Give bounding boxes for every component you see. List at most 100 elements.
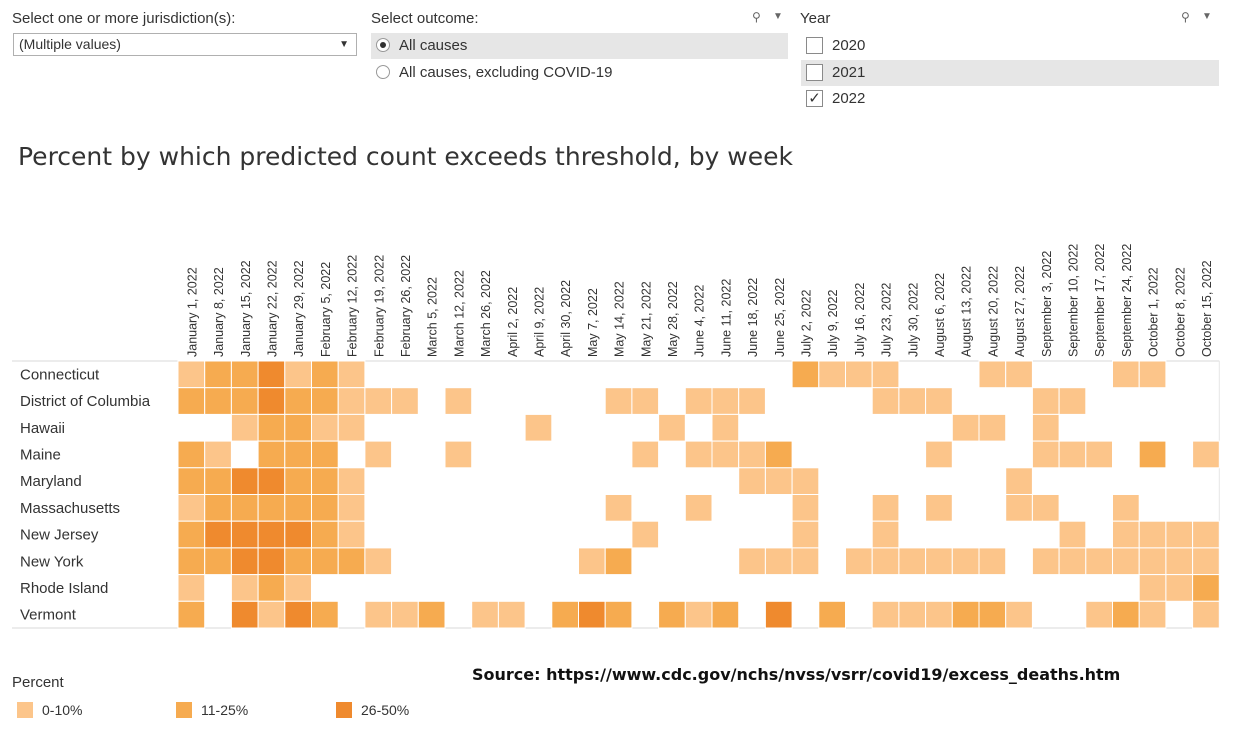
heatmap-cell[interactable] [257, 600, 286, 629]
heatmap-cell[interactable] [898, 600, 927, 629]
heatmap-cell[interactable] [257, 413, 286, 442]
outcome-option-all-causes[interactable]: All causes [371, 33, 788, 59]
outcome-option-excluding-covid[interactable]: All causes, excluding COVID-19 [371, 60, 788, 86]
heatmap-cell[interactable] [711, 413, 740, 442]
year-option-2022[interactable]: ✓ 2022 [801, 86, 1219, 112]
heatmap-cell[interactable] [337, 547, 366, 576]
heatmap-cell[interactable] [1192, 440, 1220, 469]
heatmap-cell[interactable] [230, 600, 259, 629]
heatmap-cell[interactable] [257, 360, 286, 389]
heatmap-cell[interactable] [257, 574, 286, 602]
heatmap-cell[interactable] [364, 387, 393, 415]
heatmap-cell[interactable] [791, 494, 820, 522]
heatmap-cell[interactable] [1138, 360, 1167, 389]
heatmap-cell[interactable] [337, 467, 366, 495]
outcome-search-icon[interactable]: ⚲ [752, 10, 761, 24]
heatmap-cell[interactable] [978, 360, 1007, 389]
heatmap-cell[interactable] [177, 520, 206, 549]
heatmap-cell[interactable] [1192, 600, 1220, 629]
heatmap-cell[interactable] [444, 440, 473, 469]
heatmap-cell[interactable] [1058, 387, 1087, 415]
heatmap-cell[interactable] [257, 440, 286, 469]
heatmap-cell[interactable] [1058, 440, 1087, 469]
heatmap-cell[interactable] [284, 440, 312, 469]
heatmap-cell[interactable] [764, 467, 793, 495]
heatmap-cell[interactable] [604, 600, 633, 629]
heatmap-cell[interactable] [1112, 520, 1140, 549]
heatmap-cell[interactable] [951, 413, 980, 442]
heatmap-cell[interactable] [738, 440, 766, 469]
heatmap-cell[interactable] [818, 360, 846, 389]
heatmap-cell[interactable] [684, 600, 713, 629]
heatmap-cell[interactable] [204, 520, 232, 549]
heatmap-cell[interactable] [284, 600, 312, 629]
heatmap-cell[interactable] [204, 360, 232, 389]
heatmap-cell[interactable] [818, 600, 846, 629]
heatmap-cell[interactable] [284, 520, 312, 549]
heatmap-cell[interactable] [177, 387, 206, 415]
heatmap-cell[interactable] [1031, 413, 1060, 442]
heatmap-cell[interactable] [177, 467, 206, 495]
heatmap-cell[interactable] [1112, 600, 1140, 629]
heatmap-cell[interactable] [925, 387, 953, 415]
heatmap-cell[interactable] [631, 387, 660, 415]
radio-selected-icon[interactable] [376, 38, 390, 52]
heatmap-cell[interactable] [1031, 547, 1060, 576]
heatmap-cell[interactable] [311, 494, 339, 522]
heatmap-cell[interactable] [898, 547, 927, 576]
heatmap-cell[interactable] [1005, 360, 1033, 389]
heatmap-cell[interactable] [551, 600, 579, 629]
heatmap-cell[interactable] [284, 467, 312, 495]
heatmap-cell[interactable] [230, 574, 259, 602]
heatmap-cell[interactable] [764, 440, 793, 469]
heatmap-cell[interactable] [845, 547, 873, 576]
heatmap-cell[interactable] [738, 387, 766, 415]
heatmap-cell[interactable] [177, 574, 206, 602]
heatmap-cell[interactable] [764, 600, 793, 629]
heatmap-cell[interactable] [738, 467, 766, 495]
heatmap-cell[interactable] [791, 360, 820, 389]
heatmap-cell[interactable] [364, 440, 393, 469]
heatmap-cell[interactable] [871, 547, 900, 576]
heatmap-cell[interactable] [284, 494, 312, 522]
heatmap-cell[interactable] [764, 547, 793, 576]
heatmap-cell[interactable] [257, 387, 286, 415]
heatmap-cell[interactable] [1085, 600, 1114, 629]
heatmap-cell[interactable] [337, 413, 366, 442]
heatmap-cell[interactable] [1138, 440, 1167, 469]
heatmap-cell[interactable] [1005, 467, 1033, 495]
heatmap-cell[interactable] [898, 387, 927, 415]
heatmap-cell[interactable] [311, 547, 339, 576]
radio-unselected-icon[interactable] [376, 65, 390, 79]
heatmap-cell[interactable] [925, 494, 953, 522]
heatmap-cell[interactable] [925, 547, 953, 576]
heatmap-cell[interactable] [524, 413, 553, 442]
heatmap-cell[interactable] [311, 520, 339, 549]
heatmap-cell[interactable] [1031, 494, 1060, 522]
year-option-2020[interactable]: 2020 [801, 33, 1219, 59]
heatmap-cell[interactable] [311, 387, 339, 415]
checkbox-unchecked-icon[interactable] [806, 64, 823, 81]
heatmap-cell[interactable] [1165, 574, 1194, 602]
heatmap-cell[interactable] [658, 600, 686, 629]
heatmap-cell[interactable] [1085, 547, 1114, 576]
heatmap-cell[interactable] [311, 467, 339, 495]
heatmap-cell[interactable] [284, 360, 312, 389]
heatmap-cell[interactable] [604, 387, 633, 415]
heatmap-cell[interactable] [230, 467, 259, 495]
heatmap-cell[interactable] [471, 600, 499, 629]
heatmap-cell[interactable] [257, 520, 286, 549]
heatmap-cell[interactable] [337, 360, 366, 389]
heatmap-cell[interactable] [204, 440, 232, 469]
heatmap-cell[interactable] [1138, 600, 1167, 629]
heatmap-cell[interactable] [1192, 520, 1220, 549]
heatmap-cell[interactable] [204, 547, 232, 576]
heatmap-cell[interactable] [711, 600, 740, 629]
heatmap-cell[interactable] [204, 494, 232, 522]
heatmap-cell[interactable] [230, 387, 259, 415]
heatmap-cell[interactable] [364, 547, 393, 576]
heatmap-cell[interactable] [578, 600, 606, 629]
heatmap-cell[interactable] [871, 360, 900, 389]
heatmap-cell[interactable] [444, 387, 473, 415]
heatmap-cell[interactable] [204, 467, 232, 495]
